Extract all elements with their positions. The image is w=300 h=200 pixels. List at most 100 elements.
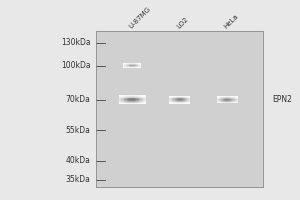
Bar [231, 97, 232, 98]
Bar [134, 67, 135, 68]
Bar [135, 102, 136, 103]
Bar [142, 95, 143, 96]
Bar [142, 101, 143, 102]
Bar [235, 101, 236, 102]
Bar [175, 100, 176, 101]
Bar [131, 98, 132, 99]
Bar [124, 101, 125, 102]
Bar [171, 97, 172, 98]
Bar [130, 101, 131, 102]
Bar [128, 64, 129, 65]
Bar [185, 99, 186, 100]
Bar [136, 65, 137, 66]
Bar [139, 95, 140, 96]
Bar [119, 102, 120, 103]
Bar [185, 96, 186, 97]
Bar [132, 100, 134, 101]
Bar [127, 96, 128, 97]
Bar [135, 100, 136, 101]
Bar [224, 97, 225, 98]
Bar [227, 99, 228, 100]
Bar [181, 100, 182, 101]
Bar [233, 99, 235, 100]
Bar [233, 98, 235, 99]
Bar [178, 98, 179, 99]
Bar [134, 65, 135, 66]
Bar [236, 100, 237, 101]
Bar [128, 101, 130, 102]
Bar [170, 98, 171, 99]
Text: HeLa: HeLa [223, 13, 240, 29]
Bar [127, 66, 128, 67]
Bar [189, 101, 190, 102]
Bar [131, 65, 132, 66]
Bar [140, 66, 141, 67]
Bar [137, 96, 139, 97]
Bar [188, 102, 189, 103]
Bar [125, 95, 127, 96]
Bar [236, 102, 237, 103]
Bar [125, 98, 127, 99]
Bar [125, 67, 126, 68]
Bar [221, 98, 222, 99]
Bar [171, 99, 172, 100]
Bar [143, 95, 144, 96]
Bar [189, 97, 190, 98]
Bar [219, 97, 220, 98]
Bar [231, 96, 232, 97]
Bar [140, 97, 142, 98]
Bar [120, 100, 122, 101]
Bar [228, 98, 230, 99]
Bar [171, 101, 172, 102]
Bar [217, 97, 218, 98]
Bar [224, 99, 225, 100]
Bar [132, 99, 134, 100]
Bar [140, 96, 142, 97]
Bar [133, 65, 134, 66]
Bar [186, 102, 187, 103]
Bar [169, 98, 170, 99]
Bar [128, 98, 130, 99]
Bar [134, 63, 135, 64]
Bar [134, 98, 135, 99]
Bar [134, 99, 135, 100]
Bar [177, 99, 178, 100]
Bar [173, 101, 175, 102]
Bar [231, 99, 232, 100]
Bar [139, 103, 140, 104]
Bar [131, 63, 132, 64]
Bar [144, 101, 145, 102]
Text: EPN2: EPN2 [272, 95, 292, 104]
Bar [173, 100, 175, 101]
Bar [178, 100, 179, 101]
Bar [189, 96, 190, 97]
Bar [134, 96, 135, 97]
Text: 35kDa: 35kDa [66, 175, 91, 184]
Bar [133, 63, 134, 64]
Bar [137, 99, 139, 100]
Bar [220, 100, 221, 101]
Bar [233, 97, 235, 98]
Bar [237, 101, 238, 102]
Bar [132, 65, 133, 66]
Bar [172, 102, 173, 103]
Bar [236, 98, 237, 99]
Bar [228, 102, 230, 103]
Bar [180, 99, 181, 100]
Bar [223, 97, 224, 98]
Bar [217, 96, 218, 97]
Bar [169, 100, 170, 101]
Bar [138, 66, 139, 67]
Bar [186, 103, 187, 104]
Bar [120, 101, 122, 102]
Bar [169, 101, 170, 102]
Bar [223, 96, 224, 97]
Bar [189, 103, 190, 104]
Bar [172, 97, 173, 98]
Bar [142, 100, 143, 101]
Bar [120, 103, 122, 104]
Bar [219, 100, 220, 101]
Bar [222, 99, 223, 100]
Bar [132, 98, 134, 99]
Bar [140, 99, 142, 100]
